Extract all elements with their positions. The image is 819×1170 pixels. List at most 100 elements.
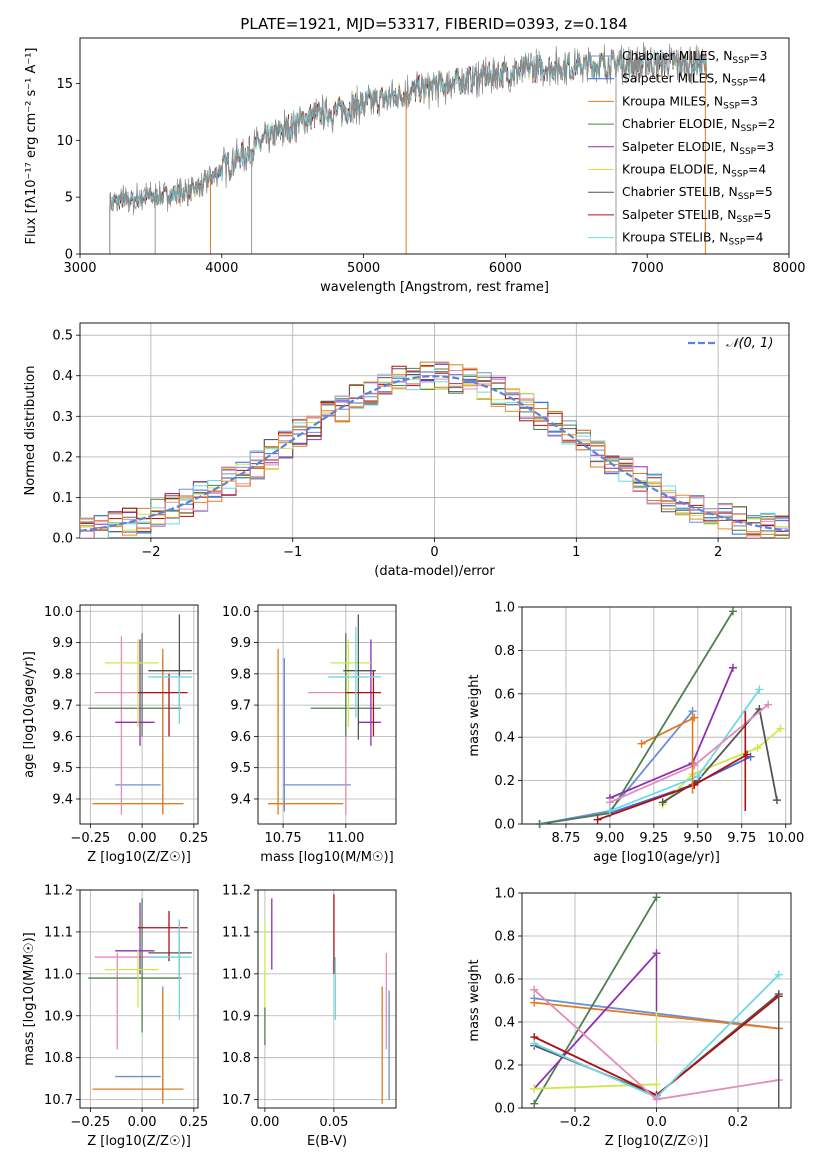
axes-frame — [521, 892, 792, 1109]
y-tick-label: 10.7 — [222, 1093, 251, 1108]
y-tick-label: 0.5 — [52, 329, 73, 344]
weight-point-marker — [728, 607, 737, 616]
weight-point-marker — [764, 700, 773, 709]
legend-subscript: SSP — [732, 56, 749, 66]
weight-series-line — [539, 710, 694, 825]
legend-text: Chabrier MILES, N — [622, 49, 732, 63]
x-tick-label: −0.25 — [70, 1115, 110, 1130]
y-tick-label: 0.4 — [52, 369, 73, 384]
x-axis-label: wavelength [Angstrom, rest frame] — [320, 280, 549, 295]
y-tick-label: 0.4 — [494, 1016, 515, 1031]
y-tick-label: 0.8 — [494, 930, 515, 945]
y-axis-label: mass [log10(M/M☉)] — [22, 932, 37, 1065]
y-axis-label: age [log10(age/yr)] — [22, 651, 37, 778]
y-tick-label: 10 — [56, 134, 73, 149]
weight-point-marker — [530, 1039, 539, 1048]
x-tick-label: 9.25 — [639, 831, 668, 846]
figure-title: PLATE=1921, MJD=53317, FIBERID=0393, z=0… — [240, 15, 627, 33]
legend-subscript: SSP — [731, 170, 748, 180]
x-tick-label: 11.00 — [327, 831, 364, 846]
y-tick-label: 9.7 — [230, 699, 251, 714]
weight-point-marker — [593, 815, 602, 824]
legend-subscript: SSP — [728, 238, 745, 248]
x-axis-label: Z [log10(Z/Z☉)] — [87, 850, 191, 865]
weight-point-marker — [605, 798, 614, 807]
y-tick-label: 9.6 — [230, 730, 251, 745]
y-tick-label: 0.0 — [494, 1102, 515, 1117]
y-tick-label: 9.6 — [52, 730, 73, 745]
mass-age-panel: 10.75 11.00 9.4 9.5 9.6 9.7 9.8 9.9 10.0 mass [lo… — [222, 604, 397, 865]
legend-text: Chabrier STELIB, N — [622, 185, 738, 199]
legend-subscript: SSP — [738, 192, 755, 202]
legend-text: Kroupa ELODIE, N — [622, 163, 731, 177]
legend-entry: Chabrier ELODIE, NSSP=2 — [622, 117, 775, 134]
weight-point-marker — [530, 985, 539, 994]
y-tick-label: 10.9 — [44, 1009, 73, 1024]
weight-point-marker — [530, 998, 539, 1007]
weight-point-marker — [693, 772, 702, 781]
y-tick-label: 1.0 — [494, 601, 515, 616]
x-tick-label: 9.50 — [683, 831, 712, 846]
weight-point-marker — [690, 761, 699, 770]
y-tick-label: 0.6 — [494, 687, 515, 702]
legend-tail: =5 — [753, 208, 771, 222]
y-tick-label: 10.0 — [222, 605, 251, 620]
legend-tail: =3 — [740, 94, 758, 108]
legend-entry: 𝒩(0, 1) — [726, 336, 773, 351]
spectrum-panel: 3000 4000 5000 6000 7000 8000 0 5 10 15 wavelength… — [24, 37, 806, 295]
weight-point-marker — [658, 798, 667, 807]
x-axis-label: Z [log10(Z/Z☉)] — [87, 1134, 191, 1149]
weight-point-marker — [755, 685, 764, 694]
x-tick-label: 0.05 — [319, 1115, 348, 1130]
y-tick-label: 9.4 — [230, 792, 251, 807]
z-weight-panel: −0.2 0.0 0.2 0.0 0.2 0.4 0.6 0.8 1.0 Z [log10(Z/Z… — [467, 887, 792, 1149]
y-tick-label: 9.8 — [52, 667, 73, 682]
y-tick-label: 11.1 — [222, 925, 251, 940]
x-tick-label: 0.00 — [128, 831, 157, 846]
weight-point-marker — [530, 1084, 539, 1093]
x-tick-label: 10.75 — [264, 831, 301, 846]
legend-text: Chabrier ELODIE, N — [622, 117, 740, 131]
x-tick-label: 6000 — [489, 261, 522, 276]
axes-frame — [79, 37, 790, 255]
weight-point-marker — [535, 820, 544, 828]
x-tick-label: 0.0 — [646, 1115, 667, 1130]
histogram-step-line — [80, 370, 789, 538]
y-tick-label: 11.0 — [222, 967, 251, 982]
y-tick-label: 9.5 — [230, 761, 251, 776]
weight-series-line — [641, 716, 695, 745]
legend-entry: Salpeter ELODIE, NSSP=3 — [622, 140, 774, 157]
y-tick-label: 0.0 — [494, 818, 515, 833]
z-mass-panel: −0.25 0.00 0.25 10.7 10.8 10.9 11.0 11.1 11.2 Z [… — [22, 884, 208, 1150]
axes-frame — [79, 889, 199, 1109]
age-weight-panel: 8.75 9.00 9.25 9.50 9.75 10.00 0.0 0.2 0.4 0.6 0.8… — [467, 601, 804, 866]
y-tick-label: 9.9 — [230, 636, 251, 651]
legend-tail: =3 — [756, 140, 774, 154]
x-axis-label: Z [log10(Z/Z☉)] — [605, 1134, 709, 1149]
x-axis-label: (data-model)/error — [374, 564, 495, 579]
weight-point-marker — [728, 663, 737, 672]
y-tick-label: 9.8 — [230, 667, 251, 682]
x-tick-label: 9.75 — [727, 831, 756, 846]
legend-tail: =4 — [745, 231, 763, 245]
y-tick-label: 0.6 — [494, 973, 515, 988]
y-tick-label: 9.5 — [52, 761, 73, 776]
y-tick-label: 10.8 — [222, 1051, 251, 1066]
y-tick-label: 0.2 — [52, 450, 73, 465]
legend-text: Kroupa MILES, N — [622, 94, 723, 108]
legend-entry: Chabrier MILES, NSSP=3 — [622, 49, 767, 66]
weight-point-marker — [605, 806, 614, 815]
y-tick-label: 1.0 — [494, 887, 515, 902]
legend-tail: =3 — [749, 49, 767, 63]
x-tick-label: 0 — [430, 545, 438, 560]
weight-point-marker — [690, 713, 699, 722]
weight-point-marker — [743, 750, 752, 759]
x-axis-label: age [log10(age/yr)] — [593, 850, 720, 865]
histogram-step-line — [80, 361, 789, 538]
y-axis-label: Normed distribution — [23, 366, 38, 496]
axes-frame — [257, 889, 397, 1109]
legend-tail: =4 — [748, 163, 766, 177]
x-tick-label: −0.25 — [70, 831, 110, 846]
x-tick-label: −0.2 — [559, 1115, 591, 1130]
